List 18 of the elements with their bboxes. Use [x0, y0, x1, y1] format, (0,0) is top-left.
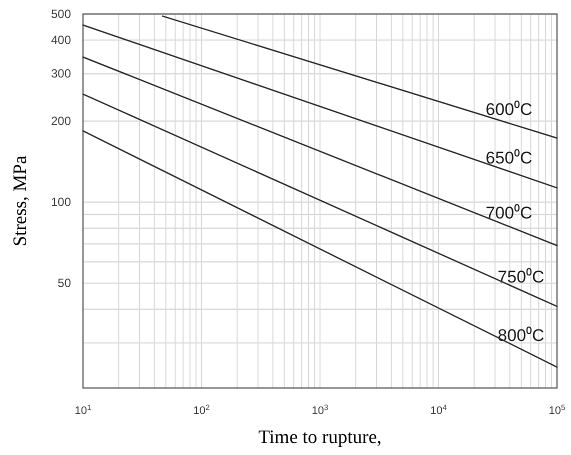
y-tick-label: 500 [50, 7, 72, 21]
x-tick-label: 10$^{2}$ [193, 402, 210, 417]
y-axis-title: Stress, MPa [10, 155, 31, 246]
y-tick-label: 100 [50, 195, 72, 210]
y-tick-label: 400 [50, 33, 72, 48]
series-label: 750⁰C [498, 267, 544, 286]
y-tick-label: 200 [50, 114, 72, 128]
x-tick-label: 10$^{1}$ [74, 402, 92, 417]
series-label: 600⁰C [486, 100, 532, 120]
y-tick-label: 50 [58, 276, 72, 290]
x-tick-label: 10$^{4}$ [430, 402, 448, 417]
x-tick-label: 10$^{5}$ [548, 402, 566, 417]
y-tick-label: 300 [50, 66, 72, 81]
series-label: 800⁰C [498, 326, 544, 346]
series-label: 700⁰C [486, 203, 532, 222]
x-tick-label: 10$^{3}$ [312, 402, 328, 417]
x-axis-title: Time to rupture, [258, 427, 382, 448]
series-label: 650⁰C [486, 148, 532, 168]
